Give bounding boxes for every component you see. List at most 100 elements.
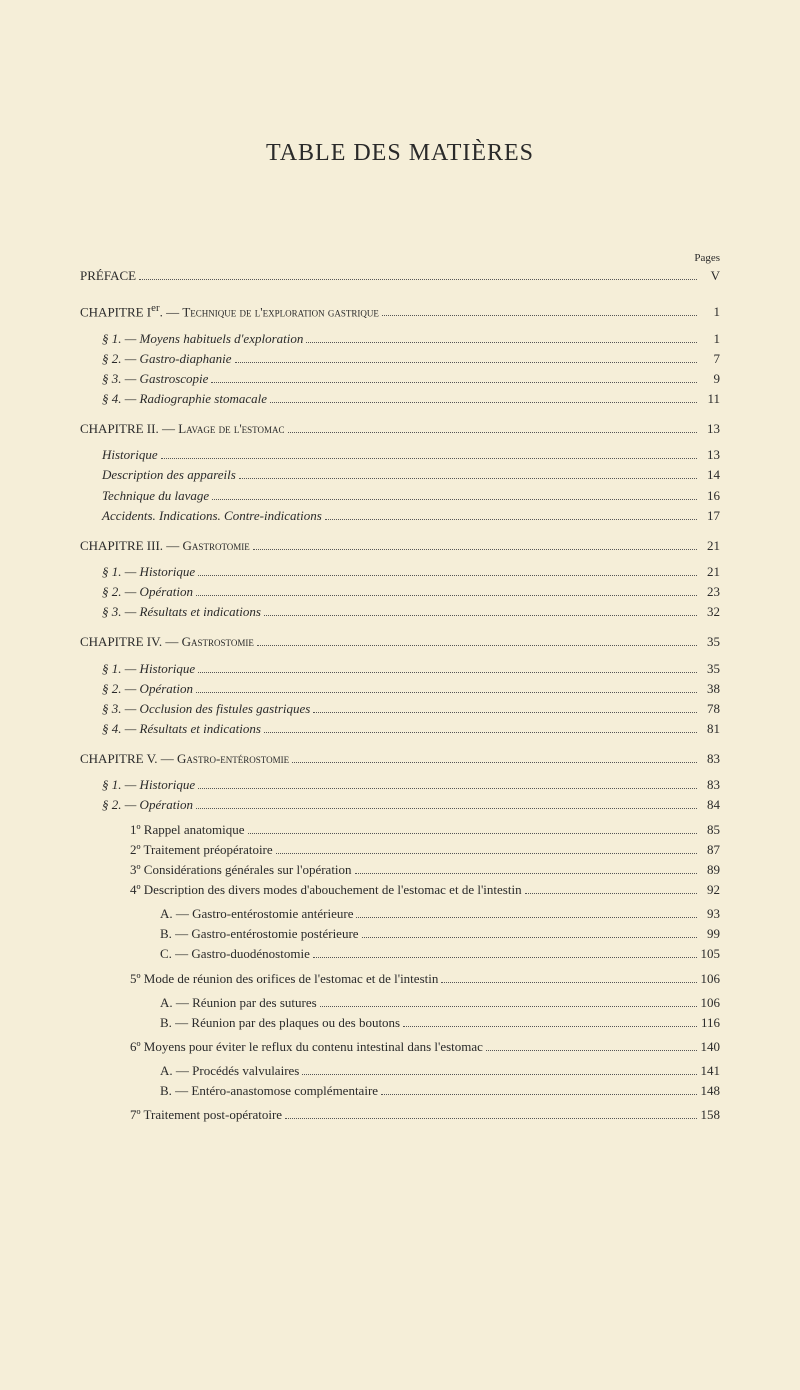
- page-title: TABLE DES MATIÈRES: [80, 140, 720, 167]
- leader-dots: [248, 823, 698, 833]
- subitem-page: 99: [700, 924, 720, 944]
- item-page: 140: [700, 1037, 720, 1057]
- toc-ch2-c: Technique du lavage16: [80, 486, 720, 506]
- toc-ch5-i7: 7º Traitement post-opératoire158: [80, 1105, 720, 1125]
- section-label: § 1. — Historique: [102, 775, 195, 795]
- toc-ch5-i1: 1º Rappel anatomique 85: [80, 820, 720, 840]
- section-label: § 2. — Opération: [102, 679, 193, 699]
- section-label: § 1. — Historique: [102, 659, 195, 679]
- toc-chapter-5: CHAPITRE V. — Gastro-entérostomie 83: [80, 749, 720, 769]
- leader-dots: [211, 373, 697, 383]
- section-page: 32: [700, 602, 720, 622]
- toc-ch5-i3: 3º Considérations générales sur l'opérat…: [80, 860, 720, 880]
- toc-ch5-s1: § 1. — Historique 83: [80, 775, 720, 795]
- toc-ch5-i2: 2º Traitement préopératoire87: [80, 840, 720, 860]
- toc-chapter-2: CHAPITRE II. — Lavage de l'estomac 13: [80, 419, 720, 439]
- section-page: 78: [700, 699, 720, 719]
- toc-ch4-s2: § 2. — Opération38: [80, 679, 720, 699]
- sub-label: Description des appareils: [102, 465, 236, 485]
- toc-chapter-4: CHAPITRE IV. — Gastrostomie 35: [80, 632, 720, 652]
- section-label: § 3. — Occlusion des fistules gastriques: [102, 699, 310, 719]
- leader-dots: [198, 566, 697, 576]
- subitem-label: B. — Gastro-entérostomie postérieure: [160, 924, 359, 944]
- section-page: 7: [700, 349, 720, 369]
- subitem-label: A. — Gastro-entérostomie antérieure: [160, 904, 353, 924]
- subitem-page: 93: [700, 904, 720, 924]
- section-label: § 2. — Gastro-diaphanie: [102, 349, 232, 369]
- leader-dots: [264, 723, 697, 733]
- toc-ch5-i6: 6º Moyens pour éviter le reflux du conte…: [80, 1037, 720, 1057]
- item-label: 2º Traitement préopératoire: [130, 840, 273, 860]
- toc-ch3-s2: § 2. — Opération23: [80, 582, 720, 602]
- toc-ch2-b: Description des appareils14: [80, 465, 720, 485]
- leader-dots: [292, 753, 697, 763]
- item-label: 3º Considérations générales sur l'opérat…: [130, 860, 352, 880]
- leader-dots: [196, 799, 697, 809]
- subitem-label: A. — Procédés valvulaires: [160, 1061, 299, 1081]
- item-label: 7º Traitement post-opératoire: [130, 1105, 282, 1125]
- item-label: 5º Mode de réunion des orifices de l'est…: [130, 969, 438, 989]
- item-page: 89: [700, 860, 720, 880]
- chapter-1-label: CHAPITRE Ier. — Technique de l'explorati…: [80, 300, 379, 322]
- subitem-label: C. — Gastro-duodénostomie: [160, 944, 310, 964]
- section-label: § 1. — Historique: [102, 562, 195, 582]
- toc-ch4-s4: § 4. — Résultats et indications81: [80, 719, 720, 739]
- subitem-page: 148: [700, 1081, 720, 1101]
- leader-dots: [288, 423, 697, 433]
- leader-dots: [486, 1041, 697, 1051]
- section-page: 84: [700, 795, 720, 815]
- subitem-label: B. — Entéro-anastomose complémentaire: [160, 1081, 378, 1101]
- chapter-3-label: CHAPITRE III. — Gastrotomie: [80, 536, 250, 556]
- leader-dots: [235, 353, 697, 363]
- sub-label: Technique du lavage: [102, 486, 209, 506]
- section-label: § 3. — Résultats et indications: [102, 602, 261, 622]
- chapter-2-page: 13: [700, 419, 720, 439]
- item-label: 6º Moyens pour éviter le reflux du conte…: [130, 1037, 483, 1057]
- leader-dots: [325, 510, 697, 520]
- toc-chapter-3: CHAPITRE III. — Gastrotomie 21: [80, 536, 720, 556]
- leader-dots: [285, 1109, 697, 1119]
- leader-dots: [302, 1065, 697, 1075]
- toc-ch5-s2: § 2. — Opération84: [80, 795, 720, 815]
- leader-dots: [212, 490, 697, 500]
- pages-column-header: Pages: [80, 252, 720, 264]
- sub-page: 17: [700, 506, 720, 526]
- chapter-1-page: 1: [700, 302, 720, 322]
- item-label: 1º Rappel anatomique: [130, 820, 245, 840]
- toc-ch4-s3: § 3. — Occlusion des fistules gastriques…: [80, 699, 720, 719]
- section-label: § 1. — Moyens habituels d'exploration: [102, 329, 303, 349]
- toc-ch5-i4c: C. — Gastro-duodénostomie105: [80, 944, 720, 964]
- toc-ch5-i5: 5º Mode de réunion des orifices de l'est…: [80, 969, 720, 989]
- leader-dots: [362, 928, 697, 938]
- toc-ch3-s1: § 1. — Historique 21: [80, 562, 720, 582]
- section-page: 9: [700, 369, 720, 389]
- sub-label: Historique: [102, 445, 158, 465]
- leader-dots: [313, 703, 697, 713]
- chapter-3-page: 21: [700, 536, 720, 556]
- section-page: 83: [700, 775, 720, 795]
- section-page: 23: [700, 582, 720, 602]
- leader-dots: [525, 884, 697, 894]
- toc-ch5-i4: 4º Description des divers modes d'abouch…: [80, 880, 720, 900]
- toc-ch5-i4b: B. — Gastro-entérostomie postérieure 99: [80, 924, 720, 944]
- chapter-4-page: 35: [700, 632, 720, 652]
- toc-preface: PRÉFACE V: [80, 266, 720, 286]
- item-page: 85: [700, 820, 720, 840]
- leader-dots: [161, 449, 697, 459]
- leader-dots: [313, 948, 697, 958]
- leader-dots: [355, 864, 697, 874]
- section-page: 21: [700, 562, 720, 582]
- chapter-4-label: CHAPITRE IV. — Gastrostomie: [80, 632, 254, 652]
- item-page: 106: [700, 969, 720, 989]
- chapter-5-page: 83: [700, 749, 720, 769]
- item-label: 4º Description des divers modes d'abouch…: [130, 880, 522, 900]
- section-page: 35: [700, 659, 720, 679]
- toc-ch2-a: Historique 13: [80, 445, 720, 465]
- section-page: 81: [700, 719, 720, 739]
- leader-dots: [403, 1017, 697, 1027]
- toc-ch5-i6a: A. — Procédés valvulaires141: [80, 1061, 720, 1081]
- sub-label: Accidents. Indications. Contre-indicatio…: [102, 506, 322, 526]
- section-page: 11: [700, 389, 720, 409]
- leader-dots: [276, 844, 697, 854]
- sub-page: 13: [700, 445, 720, 465]
